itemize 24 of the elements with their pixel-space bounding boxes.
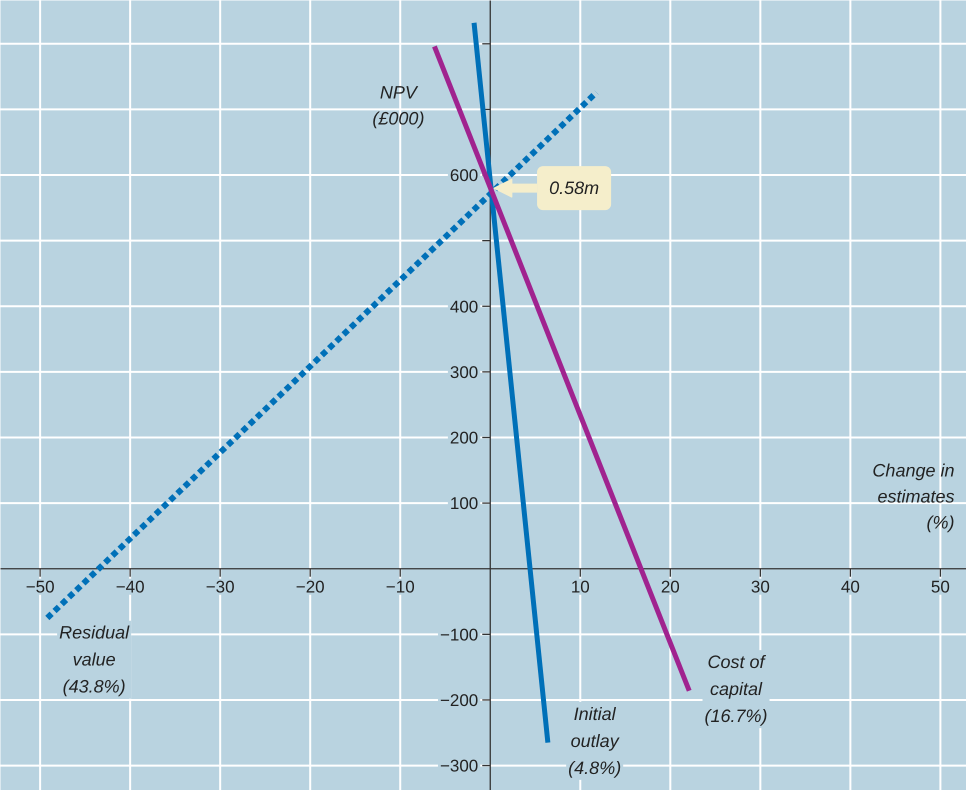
x-tick-label: 20 (660, 578, 680, 597)
x-tick-label: −50 (26, 578, 55, 597)
x-tick-label: −20 (296, 578, 325, 597)
x-tick-label: −10 (386, 578, 415, 597)
y-tick-label: 300 (450, 362, 478, 382)
y-axis-title: NPV (£000) (372, 82, 424, 128)
series-label: Cost of capital (16.7%) (704, 652, 768, 726)
y-tick-label: 100 (450, 494, 478, 514)
y-tick-label: 600 (450, 166, 478, 186)
y-tick-label: −300 (440, 756, 478, 776)
x-tick-label: 50 (930, 578, 950, 597)
x-tick-label: −30 (206, 578, 235, 597)
x-tick-label: 10 (570, 578, 590, 597)
x-tick-label: −40 (116, 578, 145, 597)
y-tick-label: −200 (440, 690, 478, 710)
y-tick-label: 400 (450, 297, 478, 316)
x-axis-title: Change in estimates (%) (872, 460, 955, 532)
x-tick-label: 40 (840, 578, 860, 597)
x-tick-label: 30 (750, 578, 770, 597)
annotation: 0.58m (549, 178, 600, 198)
series-label: Residual value (43.8%) (59, 622, 130, 697)
y-tick-label: 200 (450, 428, 478, 448)
y-tick-label: −100 (440, 625, 478, 644)
series-label: Initial outlay (4.8%) (568, 704, 622, 778)
